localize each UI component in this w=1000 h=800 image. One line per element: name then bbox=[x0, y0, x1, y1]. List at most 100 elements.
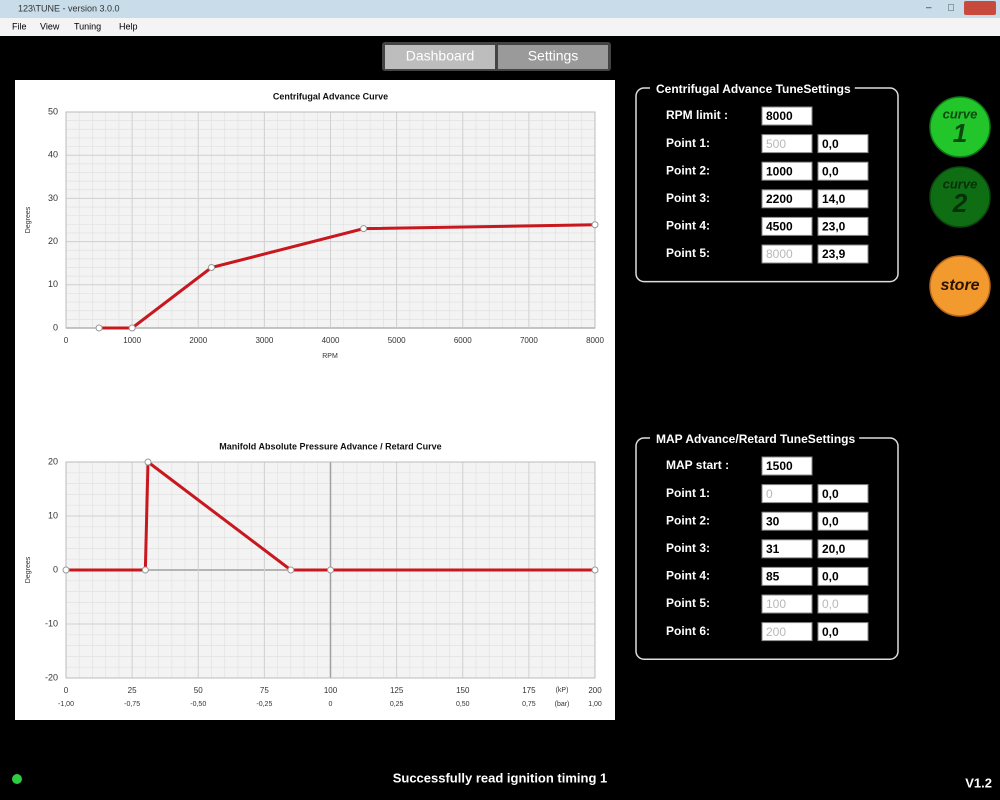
x-tick-label: 7000 bbox=[520, 336, 538, 345]
input-box[interactable] bbox=[817, 216, 869, 236]
settings-title: MAP Advance/Retard TuneSettings bbox=[656, 432, 855, 446]
input-value[interactable]: 100 bbox=[766, 597, 786, 611]
input-box[interactable] bbox=[817, 622, 869, 642]
round-button[interactable] bbox=[929, 96, 991, 158]
title-background bbox=[650, 430, 860, 446]
input-box[interactable] bbox=[761, 594, 813, 614]
curve-point bbox=[62, 566, 70, 574]
input-value[interactable]: 4500 bbox=[766, 220, 793, 234]
x-tick-label: 6000 bbox=[454, 336, 472, 345]
x-axis-label: RPM bbox=[322, 353, 338, 360]
input-value[interactable]: 0,0 bbox=[822, 514, 839, 528]
input-value[interactable]: 8000 bbox=[766, 109, 793, 123]
input-value[interactable]: 200 bbox=[766, 625, 786, 639]
input-box[interactable] bbox=[761, 456, 813, 476]
round-button[interactable] bbox=[929, 255, 991, 317]
input-box[interactable] bbox=[817, 566, 869, 586]
input-box[interactable] bbox=[761, 161, 813, 181]
input-value[interactable]: 1500 bbox=[766, 459, 793, 473]
minimize-button[interactable]: – bbox=[926, 3, 932, 14]
input-value[interactable]: 0,0 bbox=[822, 570, 839, 584]
input-box[interactable] bbox=[761, 511, 813, 531]
input-value[interactable]: 2200 bbox=[766, 192, 793, 206]
x2-tick-label: 0 bbox=[329, 701, 333, 708]
input-box[interactable] bbox=[817, 539, 869, 559]
input-value[interactable]: 14,0 bbox=[822, 192, 846, 206]
x-tick-label: 150 bbox=[456, 686, 470, 695]
button-word[interactable]: curve bbox=[943, 176, 978, 191]
x-tick-label: 175 bbox=[522, 686, 536, 695]
input-box[interactable] bbox=[761, 244, 813, 264]
y-tick-label: -10 bbox=[45, 618, 58, 628]
input-value[interactable]: 31 bbox=[766, 542, 780, 556]
setting-label: Point 5: bbox=[666, 246, 710, 260]
input-value[interactable]: 8000 bbox=[766, 247, 793, 261]
tab[interactable] bbox=[385, 45, 495, 69]
input-value[interactable]: 0,0 bbox=[822, 164, 839, 178]
close-button[interactable] bbox=[964, 1, 996, 15]
input-value[interactable]: 23,0 bbox=[822, 220, 846, 234]
menu-item[interactable]: Help bbox=[119, 21, 138, 31]
setting-label: Point 2: bbox=[666, 513, 710, 527]
input-box[interactable] bbox=[817, 134, 869, 154]
button-number[interactable]: 1 bbox=[953, 118, 967, 148]
input-box[interactable] bbox=[761, 484, 813, 504]
setting-label: MAP start : bbox=[666, 458, 729, 472]
menu-item[interactable]: View bbox=[40, 21, 60, 31]
input-box[interactable] bbox=[817, 511, 869, 531]
chart-title: Centrifugal Advance Curve bbox=[273, 91, 388, 101]
menu-item[interactable]: Tuning bbox=[74, 21, 101, 31]
round-button[interactable] bbox=[929, 166, 991, 228]
input-value[interactable]: 0,0 bbox=[822, 625, 839, 639]
curve-point bbox=[327, 566, 334, 574]
settings-title: Centrifugal Advance TuneSettings bbox=[656, 82, 851, 96]
maximize-button[interactable]: □ bbox=[948, 3, 954, 14]
curve-point bbox=[95, 324, 103, 332]
input-box[interactable] bbox=[761, 539, 813, 559]
input-value[interactable]: 0,0 bbox=[822, 487, 839, 501]
version-label: V1.2 bbox=[965, 775, 992, 790]
tab-label[interactable]: Settings bbox=[528, 48, 579, 64]
y-tick-label: 30 bbox=[48, 193, 58, 203]
input-box[interactable] bbox=[761, 566, 813, 586]
input-box[interactable] bbox=[817, 161, 869, 181]
curve-point bbox=[144, 458, 152, 466]
input-box[interactable] bbox=[761, 216, 813, 236]
setting-label: Point 4: bbox=[666, 569, 710, 583]
input-box[interactable] bbox=[761, 134, 813, 154]
input-value[interactable]: 0,0 bbox=[822, 137, 839, 151]
input-box[interactable] bbox=[817, 244, 869, 264]
input-value[interactable]: 500 bbox=[766, 137, 786, 151]
curve-point bbox=[360, 225, 368, 233]
input-box[interactable] bbox=[761, 622, 813, 642]
x-axis-label: (kP) bbox=[556, 687, 569, 694]
input-box[interactable] bbox=[817, 189, 869, 209]
y-axis-label: Degrees bbox=[25, 206, 32, 233]
input-box[interactable] bbox=[817, 484, 869, 504]
input-value[interactable]: 23,9 bbox=[822, 247, 846, 261]
status-indicator bbox=[12, 774, 22, 784]
y-tick-label: 20 bbox=[48, 236, 58, 246]
input-value[interactable]: 0 bbox=[766, 487, 773, 501]
input-value[interactable]: 0,0 bbox=[822, 597, 839, 611]
setting-label: Point 1: bbox=[666, 136, 710, 150]
button-word[interactable]: store bbox=[940, 277, 979, 294]
x2-tick-label: -0,75 bbox=[124, 701, 140, 708]
x-tick-label: 1000 bbox=[123, 336, 141, 345]
y-tick-label: -20 bbox=[45, 672, 58, 682]
chart-title: Manifold Absolute Pressure Advance / Ret… bbox=[219, 441, 441, 451]
input-value[interactable]: 30 bbox=[766, 514, 780, 528]
menu-item[interactable]: File bbox=[12, 21, 27, 31]
input-box[interactable] bbox=[761, 106, 813, 126]
tab-label[interactable]: Dashboard bbox=[406, 48, 475, 64]
input-box[interactable] bbox=[817, 594, 869, 614]
input-value[interactable]: 20,0 bbox=[822, 542, 846, 556]
input-value[interactable]: 85 bbox=[766, 570, 780, 584]
y-tick-label: 0 bbox=[53, 564, 58, 574]
input-value[interactable]: 1000 bbox=[766, 164, 793, 178]
tab[interactable] bbox=[498, 45, 608, 69]
x-tick-label: 4000 bbox=[322, 336, 340, 345]
input-box[interactable] bbox=[761, 189, 813, 209]
button-word[interactable]: curve bbox=[943, 106, 978, 121]
button-number[interactable]: 2 bbox=[952, 188, 968, 218]
